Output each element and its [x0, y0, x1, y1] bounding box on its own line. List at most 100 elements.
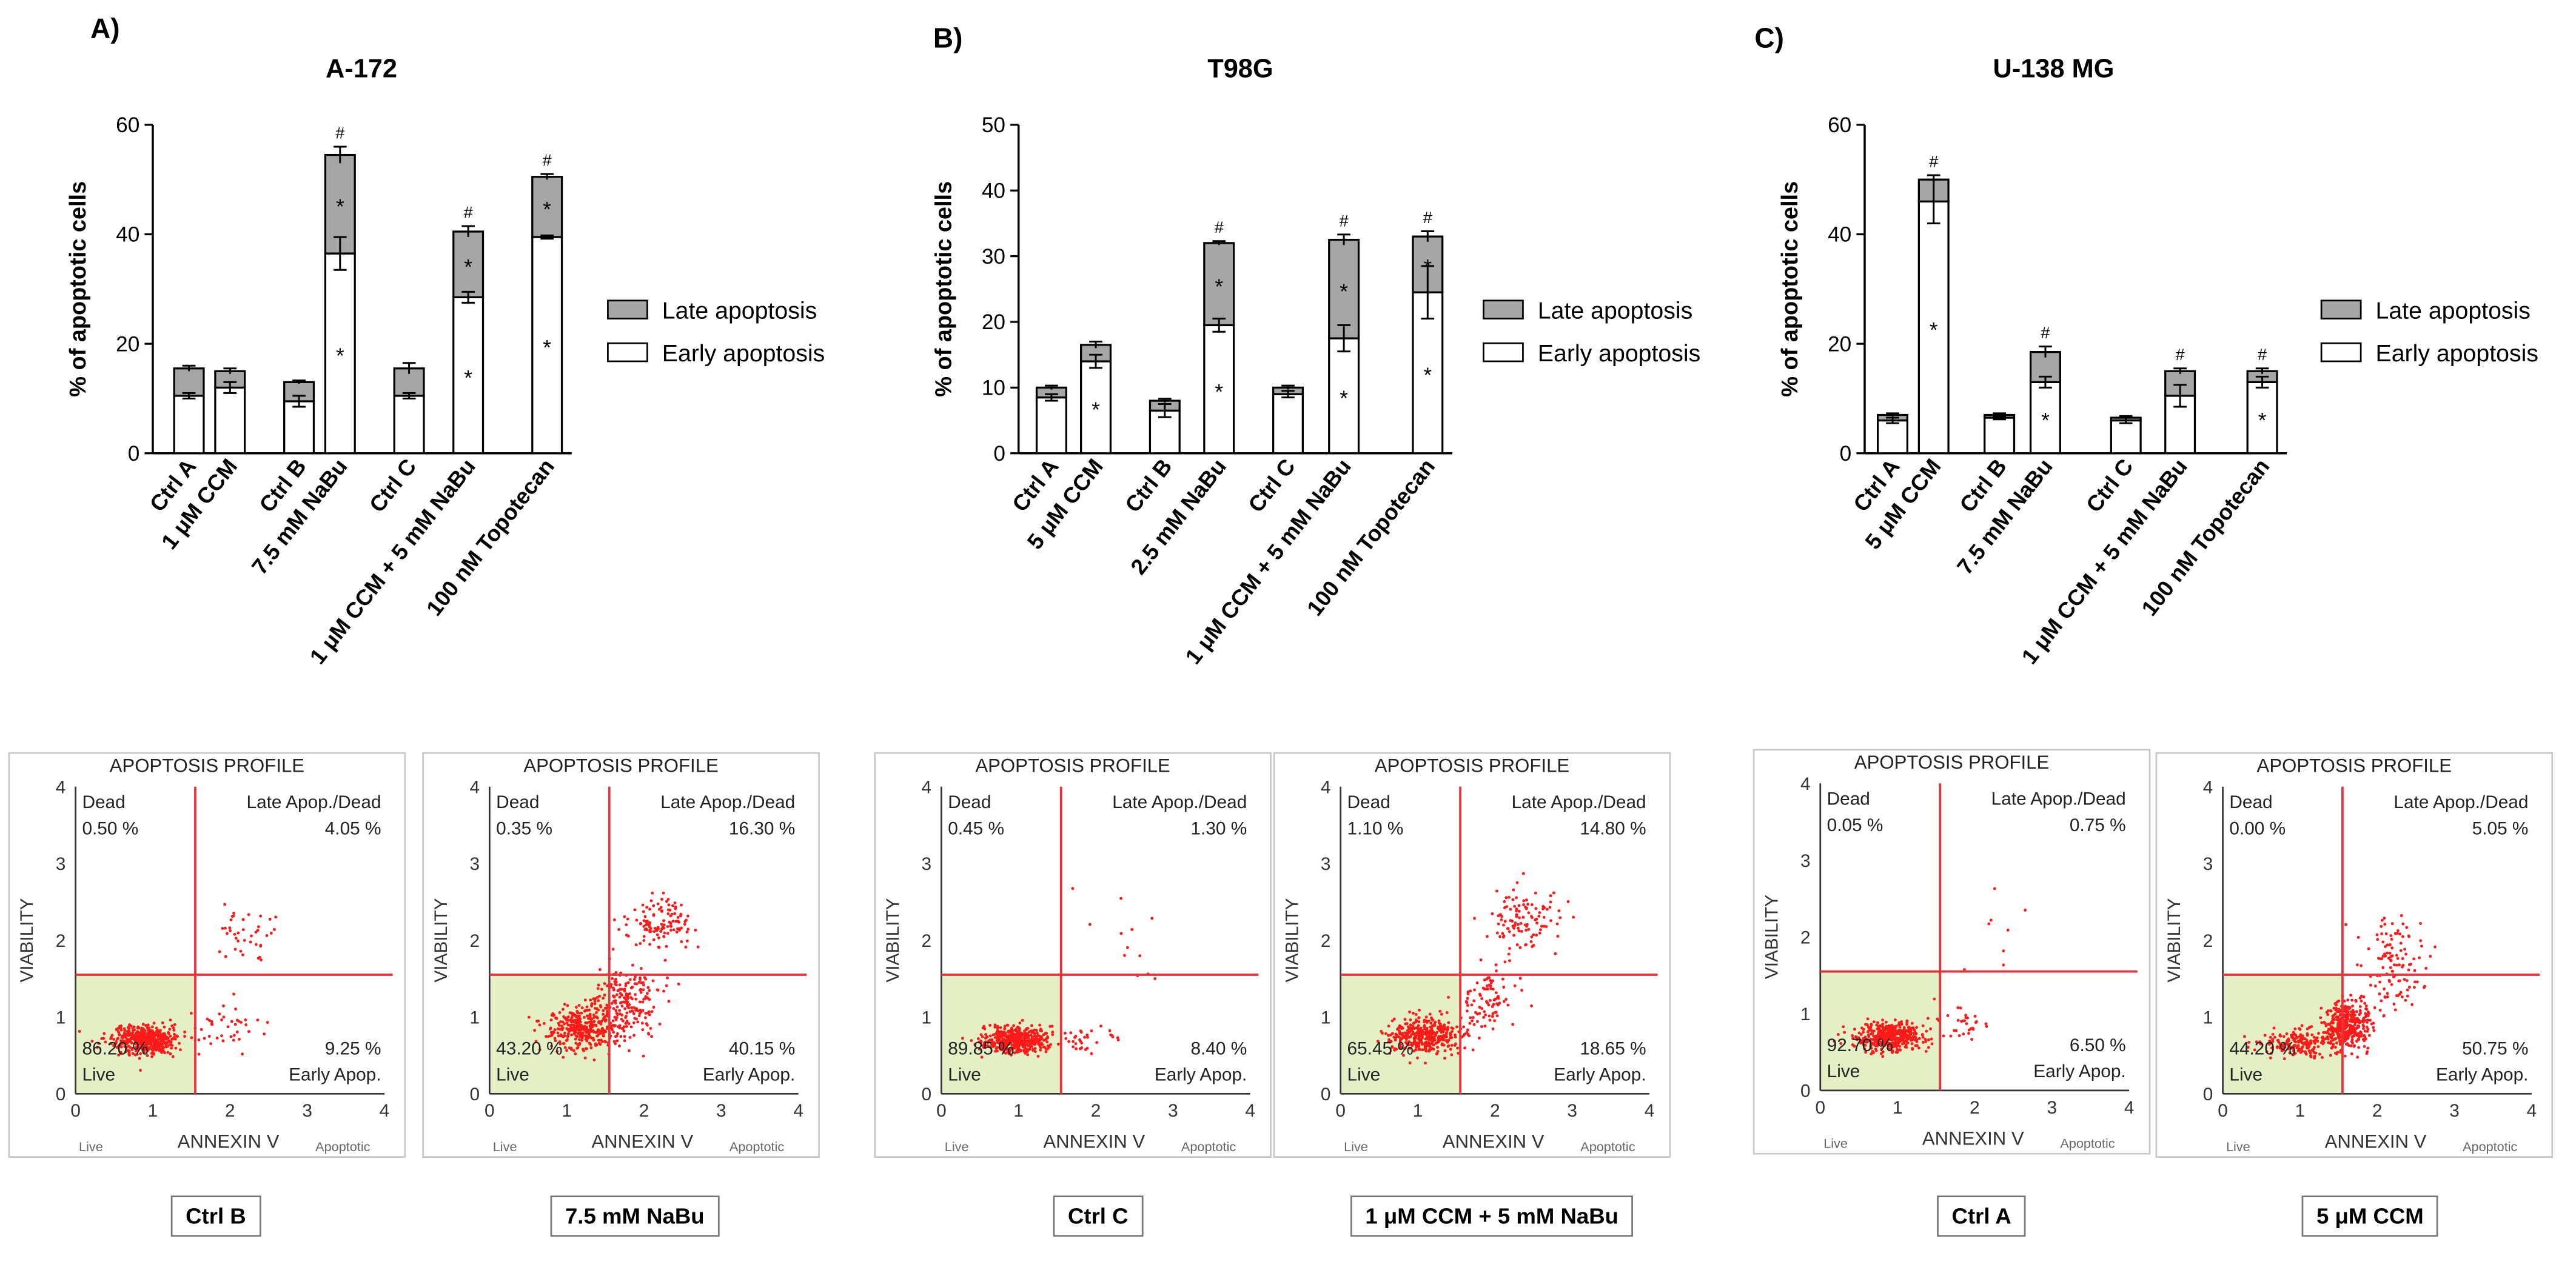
- event-dot: [119, 1026, 122, 1030]
- event-dot: [2338, 1039, 2341, 1043]
- event-dot: [623, 1007, 627, 1011]
- event-dot: [183, 1031, 186, 1034]
- event-dot: [1455, 1025, 1458, 1029]
- error-bar-late: [223, 367, 237, 374]
- error-bar-early: [402, 392, 416, 399]
- event-dot: [2390, 922, 2394, 926]
- event-dot: [152, 1043, 156, 1046]
- event-dot: [2349, 1044, 2353, 1047]
- event-dot: [1423, 1027, 1426, 1031]
- event-dot: [1438, 1021, 1441, 1025]
- event-dot: [1915, 1040, 1919, 1043]
- event-dot: [1485, 984, 1489, 987]
- event-dot: [641, 903, 645, 907]
- event-dot: [1887, 1041, 1891, 1045]
- y-tick-label: 20: [982, 310, 1005, 334]
- event-dot: [2295, 1046, 2299, 1049]
- event-dot: [152, 1051, 155, 1055]
- event-dot: [1450, 1036, 1454, 1040]
- event-dot: [988, 1034, 992, 1038]
- event-dot: [1491, 1015, 1494, 1018]
- event-dot: [670, 912, 674, 916]
- bar-early-5-m-ccm: [1917, 200, 1950, 455]
- error-bar-late: [2255, 367, 2269, 374]
- event-dot: [1394, 1036, 1398, 1040]
- event-dot: [646, 923, 649, 926]
- event-dot: [1429, 1034, 1433, 1038]
- event-dot: [666, 912, 670, 915]
- event-dot: [1497, 922, 1500, 926]
- event-dot: [1555, 922, 1559, 926]
- event-dot: [109, 1035, 113, 1039]
- event-dot: [662, 891, 665, 895]
- event-dot: [997, 1031, 1001, 1035]
- flow-x-tick: 2: [2372, 1101, 2383, 1121]
- flow-x-tick: 4: [1645, 1101, 1655, 1121]
- event-dot: [2366, 1050, 2369, 1054]
- event-dot: [1024, 1051, 1027, 1055]
- event-dot: [1506, 1003, 1510, 1007]
- event-dot: [1446, 1026, 1450, 1029]
- event-dot: [131, 1031, 135, 1034]
- event-dot: [1466, 1028, 1469, 1032]
- event-dot: [1894, 1051, 1898, 1054]
- event-dot: [599, 1043, 602, 1046]
- event-dot: [2369, 983, 2372, 987]
- event-dot: [580, 1006, 584, 1010]
- event-dot: [1429, 1030, 1432, 1034]
- event-dot: [1080, 1041, 1084, 1045]
- event-dot: [1929, 1027, 1933, 1031]
- event-dot: [1902, 1041, 1906, 1045]
- event-dot: [594, 1044, 597, 1047]
- event-dot: [115, 1037, 119, 1041]
- legend-swatch-early: [1483, 342, 1524, 363]
- event-dot: [1471, 1048, 1475, 1052]
- event-dot: [2317, 1032, 2320, 1035]
- event-dot: [2396, 929, 2400, 932]
- event-dot: [2380, 999, 2383, 1003]
- event-dot: [614, 978, 617, 981]
- event-dot: [583, 1009, 586, 1013]
- event-dot: [1513, 924, 1517, 927]
- event-dot: [1851, 1034, 1854, 1037]
- condition-label-ctrl-c: Ctrl C: [1053, 1195, 1143, 1237]
- event-dot: [1893, 1018, 1897, 1021]
- event-dot: [1541, 907, 1545, 910]
- quadrant-early-value: 40.15 %: [729, 1038, 795, 1058]
- event-dot: [1447, 1021, 1451, 1024]
- event-dot: [119, 1024, 123, 1027]
- event-dot: [1502, 986, 1506, 989]
- event-dot: [1030, 1024, 1033, 1027]
- event-dot: [1440, 1025, 1444, 1029]
- event-dot: [1494, 991, 1498, 995]
- event-dot: [667, 903, 671, 907]
- event-dot: [2285, 1032, 2289, 1035]
- event-dot: [1443, 1034, 1447, 1038]
- event-dot: [2343, 1054, 2347, 1058]
- event-dot: [1930, 1037, 1933, 1041]
- event-dot: [1484, 1000, 1488, 1003]
- event-dot: [266, 1021, 269, 1024]
- flow-x-axis-label: ANNEXIN V: [591, 1131, 693, 1152]
- event-dot: [138, 1057, 141, 1060]
- event-dot: [1881, 1018, 1884, 1022]
- event-dot: [1906, 1041, 1910, 1044]
- event-dot: [2312, 1040, 2316, 1043]
- event-dot: [648, 943, 651, 946]
- event-dot: [602, 1012, 605, 1016]
- flow-y-tick: 3: [2203, 854, 2213, 874]
- event-dot: [2398, 963, 2401, 967]
- event-dot: [1392, 1017, 1396, 1021]
- event-dot: [2292, 1038, 2296, 1041]
- event-dot: [1418, 1048, 1422, 1051]
- error-bar-early: [1089, 353, 1102, 369]
- quadrant-early-label: Early Apop.: [2436, 1065, 2528, 1085]
- event-dot: [592, 1038, 595, 1042]
- event-dot: [1029, 1034, 1033, 1037]
- flow-y-tick: 3: [470, 854, 480, 874]
- event-dot: [2269, 1035, 2272, 1039]
- quadrant-late-value: 1.30 %: [1191, 818, 1247, 838]
- event-dot: [126, 1049, 130, 1052]
- event-dot: [574, 1031, 578, 1034]
